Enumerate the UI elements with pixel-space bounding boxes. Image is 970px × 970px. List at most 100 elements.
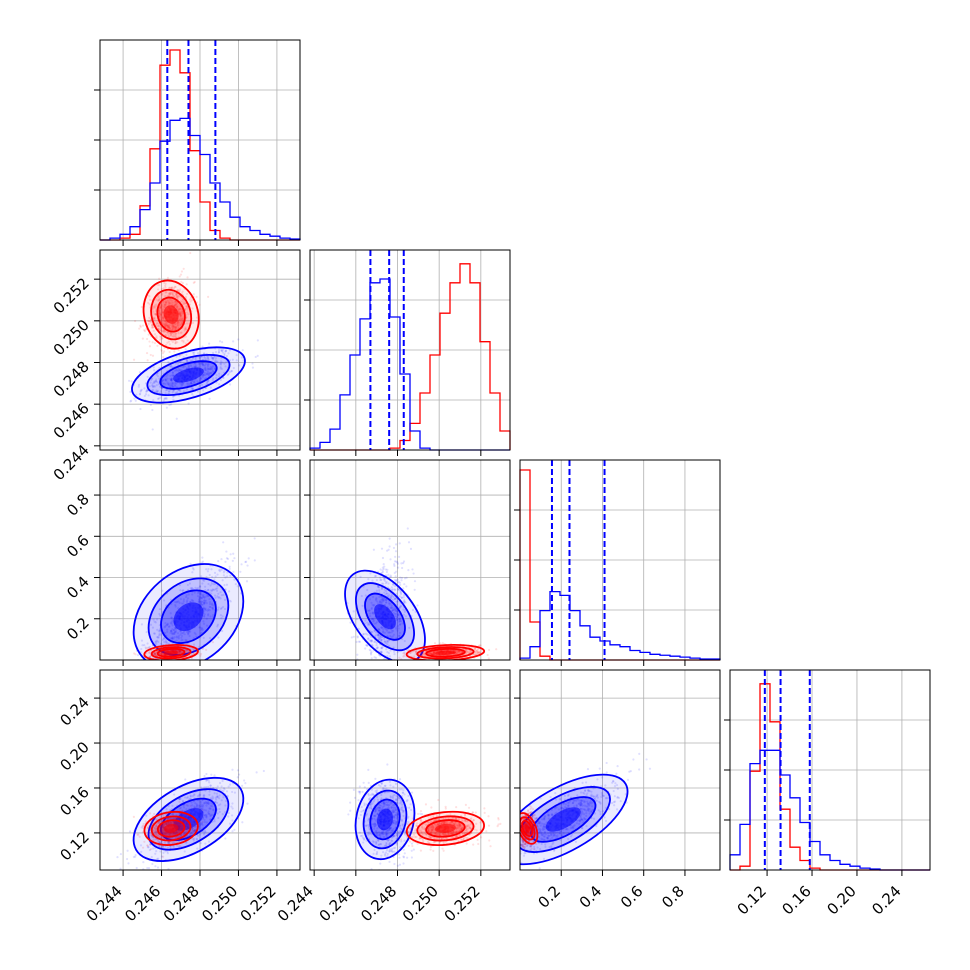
scatter-point [445,661,447,663]
scatter-point [214,359,217,362]
scatter-point [179,650,182,653]
scatter-point [170,378,173,381]
density-contour [364,592,406,641]
scatter-point [208,636,212,640]
scatter-point [203,831,206,835]
scatter-point [158,312,161,315]
scatter-point [175,601,178,604]
scatter-point [176,322,180,325]
scatter-point [203,820,207,824]
scatter-point [182,630,186,633]
scatter-point [196,847,199,850]
scatter-point [233,557,236,560]
scatter-point [201,375,204,379]
scatter-point [194,633,197,636]
scatter-point [160,313,163,316]
scatter-point [198,824,201,828]
scatter-point [370,640,373,643]
scatter-point [186,305,189,308]
scatter-point [229,553,232,556]
scatter-point [186,804,189,807]
scatter-point [159,614,162,617]
scatter-point [386,650,389,654]
scatter-point [209,372,213,375]
scatter-point [245,580,249,583]
scatter-point [232,552,235,555]
scatter-point [164,850,167,853]
scatter-point [455,651,459,654]
scatter-point [382,578,386,581]
scatter-point [359,575,362,579]
scatter-point [188,298,192,301]
scatter-point [164,284,167,287]
scatter-point [214,575,217,578]
scatter-point [201,603,204,607]
scatter-point [220,568,223,572]
scatter-point [384,642,387,645]
scatter-point [154,640,158,643]
scatter-point [230,805,233,808]
scatter-point [355,640,358,644]
scatter-point [374,622,378,625]
scatter-point [174,322,177,326]
scatter-point [246,564,249,567]
scatter-point [222,571,225,574]
scatter-point [207,810,210,813]
scatter-point [171,374,174,377]
scatter-point [176,632,180,635]
scatter-point [201,593,204,597]
scatter-point [206,368,210,371]
scatter-point [212,357,215,360]
scatter-point [166,276,170,279]
scatter-point [204,369,207,372]
scatter-point [207,613,210,616]
scatter-point [376,634,380,637]
scatter-point [398,595,402,598]
scatter-point [377,635,380,639]
scatter-point [141,337,144,340]
scatter-point [478,644,481,647]
scatter-point [184,638,187,642]
density-contour [156,647,186,658]
scatter-point [217,350,221,353]
scatter-point [383,565,386,568]
scatter-point [151,408,154,412]
scatter-point [394,555,397,558]
scatter-point [217,804,220,807]
scatter-point [202,795,205,798]
scatter-point [429,652,433,655]
scatter-point [168,335,171,338]
scatter-point [209,784,212,787]
scatter-point [198,384,202,387]
density-fill [163,305,179,324]
scatter-point [162,637,166,640]
scatter-point [152,399,155,402]
scatter-point [181,589,184,592]
scatter-point [153,312,156,315]
scatter-point [140,850,143,853]
scatter-point [203,786,206,789]
scatter-point [201,560,205,563]
scatter-point [165,301,168,304]
scatter-point [377,628,381,631]
scatter-point [231,559,234,562]
scatter-point [385,592,388,595]
scatter-point [202,389,205,392]
scatter-point [222,796,225,799]
scatter-point [180,632,183,635]
scatter-point [398,656,401,659]
scatter-point [157,397,160,400]
scatter-point [195,806,198,809]
scatter-point [216,573,219,576]
scatter-point [166,641,169,645]
scatter-point [204,814,207,817]
scatter-point [201,582,204,585]
scatter-point [177,637,180,640]
scatter-point [146,646,149,649]
scatter-point [151,324,154,327]
scatter-point [171,662,173,664]
scatter-point [179,597,182,601]
scatter-point [219,367,222,370]
scatter-point [191,307,194,310]
